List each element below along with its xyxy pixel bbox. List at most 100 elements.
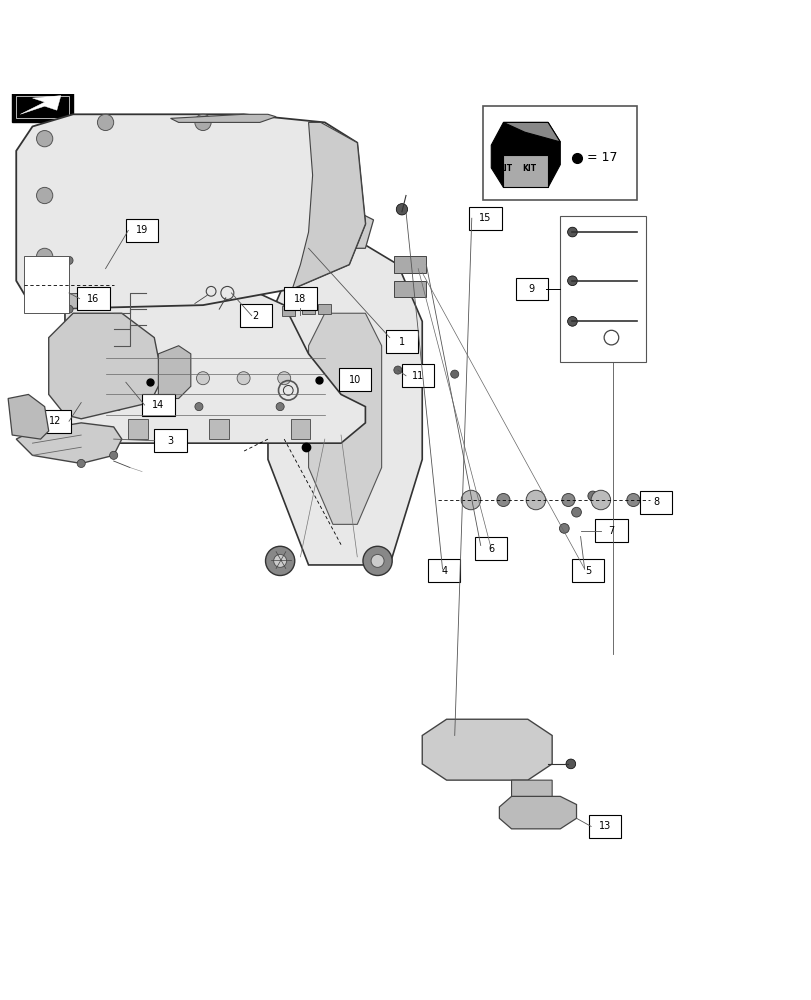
Circle shape <box>393 366 401 374</box>
Circle shape <box>195 403 203 411</box>
Circle shape <box>211 269 219 277</box>
Circle shape <box>496 494 509 506</box>
Polygon shape <box>316 212 373 248</box>
Circle shape <box>276 403 284 411</box>
Circle shape <box>265 546 294 576</box>
FancyBboxPatch shape <box>338 368 371 391</box>
Text: 12: 12 <box>49 416 62 426</box>
Circle shape <box>65 305 73 313</box>
Polygon shape <box>422 719 551 780</box>
Text: = 17: = 17 <box>586 151 617 164</box>
Circle shape <box>162 273 170 281</box>
Polygon shape <box>499 796 576 829</box>
FancyBboxPatch shape <box>469 207 501 230</box>
Circle shape <box>195 114 211 131</box>
FancyBboxPatch shape <box>154 429 187 452</box>
Circle shape <box>36 131 53 147</box>
Text: 19: 19 <box>135 225 148 235</box>
Circle shape <box>571 507 581 517</box>
Circle shape <box>59 281 67 289</box>
Polygon shape <box>491 122 560 187</box>
FancyBboxPatch shape <box>385 330 418 353</box>
Text: 18: 18 <box>294 294 307 304</box>
Text: 5: 5 <box>584 566 590 576</box>
Polygon shape <box>65 256 365 443</box>
Bar <box>24 256 69 313</box>
FancyBboxPatch shape <box>126 219 158 242</box>
Text: 2: 2 <box>252 311 259 321</box>
FancyBboxPatch shape <box>594 519 627 542</box>
Bar <box>12 92 73 122</box>
FancyBboxPatch shape <box>142 394 174 416</box>
Text: 14: 14 <box>152 400 165 410</box>
Bar <box>560 216 645 362</box>
Circle shape <box>97 114 114 131</box>
Circle shape <box>461 490 480 510</box>
Polygon shape <box>503 155 547 187</box>
Circle shape <box>371 554 384 567</box>
Polygon shape <box>20 96 61 114</box>
Polygon shape <box>41 293 97 309</box>
Circle shape <box>567 316 577 326</box>
Circle shape <box>450 370 458 378</box>
Polygon shape <box>503 122 560 142</box>
Text: 9: 9 <box>528 284 534 294</box>
FancyBboxPatch shape <box>401 364 434 387</box>
Circle shape <box>115 372 128 385</box>
Circle shape <box>156 372 169 385</box>
Bar <box>318 304 331 314</box>
Text: KIT: KIT <box>497 164 511 173</box>
FancyBboxPatch shape <box>77 287 109 310</box>
Polygon shape <box>268 240 422 565</box>
Text: 11: 11 <box>411 371 424 381</box>
Circle shape <box>36 248 53 265</box>
Bar <box>128 419 148 439</box>
Circle shape <box>114 403 122 411</box>
Bar <box>302 304 315 314</box>
Circle shape <box>567 227 577 237</box>
Text: 16: 16 <box>87 294 100 304</box>
Bar <box>281 306 294 316</box>
Circle shape <box>273 554 286 567</box>
Text: 13: 13 <box>598 821 611 831</box>
Circle shape <box>626 494 639 506</box>
Circle shape <box>590 490 610 510</box>
Circle shape <box>587 491 597 501</box>
Circle shape <box>396 204 407 215</box>
Circle shape <box>561 494 574 506</box>
Bar <box>483 106 637 200</box>
Text: 6: 6 <box>487 544 494 554</box>
Circle shape <box>277 372 290 385</box>
Polygon shape <box>16 96 69 118</box>
FancyBboxPatch shape <box>474 537 507 560</box>
FancyBboxPatch shape <box>427 559 460 582</box>
Polygon shape <box>8 394 49 439</box>
Text: 7: 7 <box>607 526 614 536</box>
Circle shape <box>363 546 392 576</box>
Polygon shape <box>170 114 276 122</box>
Text: 1: 1 <box>398 337 405 347</box>
Circle shape <box>36 187 53 204</box>
Circle shape <box>418 370 426 378</box>
Circle shape <box>559 524 569 533</box>
Text: 8: 8 <box>652 497 659 507</box>
Polygon shape <box>158 346 191 398</box>
Polygon shape <box>292 122 365 289</box>
Circle shape <box>567 276 577 286</box>
FancyBboxPatch shape <box>239 304 272 327</box>
Bar <box>393 281 426 297</box>
Polygon shape <box>49 313 162 419</box>
Text: 10: 10 <box>348 375 361 385</box>
FancyBboxPatch shape <box>39 410 71 433</box>
FancyBboxPatch shape <box>515 278 547 300</box>
FancyBboxPatch shape <box>588 815 620 838</box>
FancyBboxPatch shape <box>284 287 316 310</box>
Text: KIT: KIT <box>521 164 535 173</box>
Circle shape <box>77 459 85 468</box>
Bar <box>393 256 426 273</box>
Circle shape <box>196 372 209 385</box>
Polygon shape <box>16 114 365 309</box>
Text: 4: 4 <box>440 566 447 576</box>
Circle shape <box>109 451 118 459</box>
FancyBboxPatch shape <box>571 559 603 582</box>
